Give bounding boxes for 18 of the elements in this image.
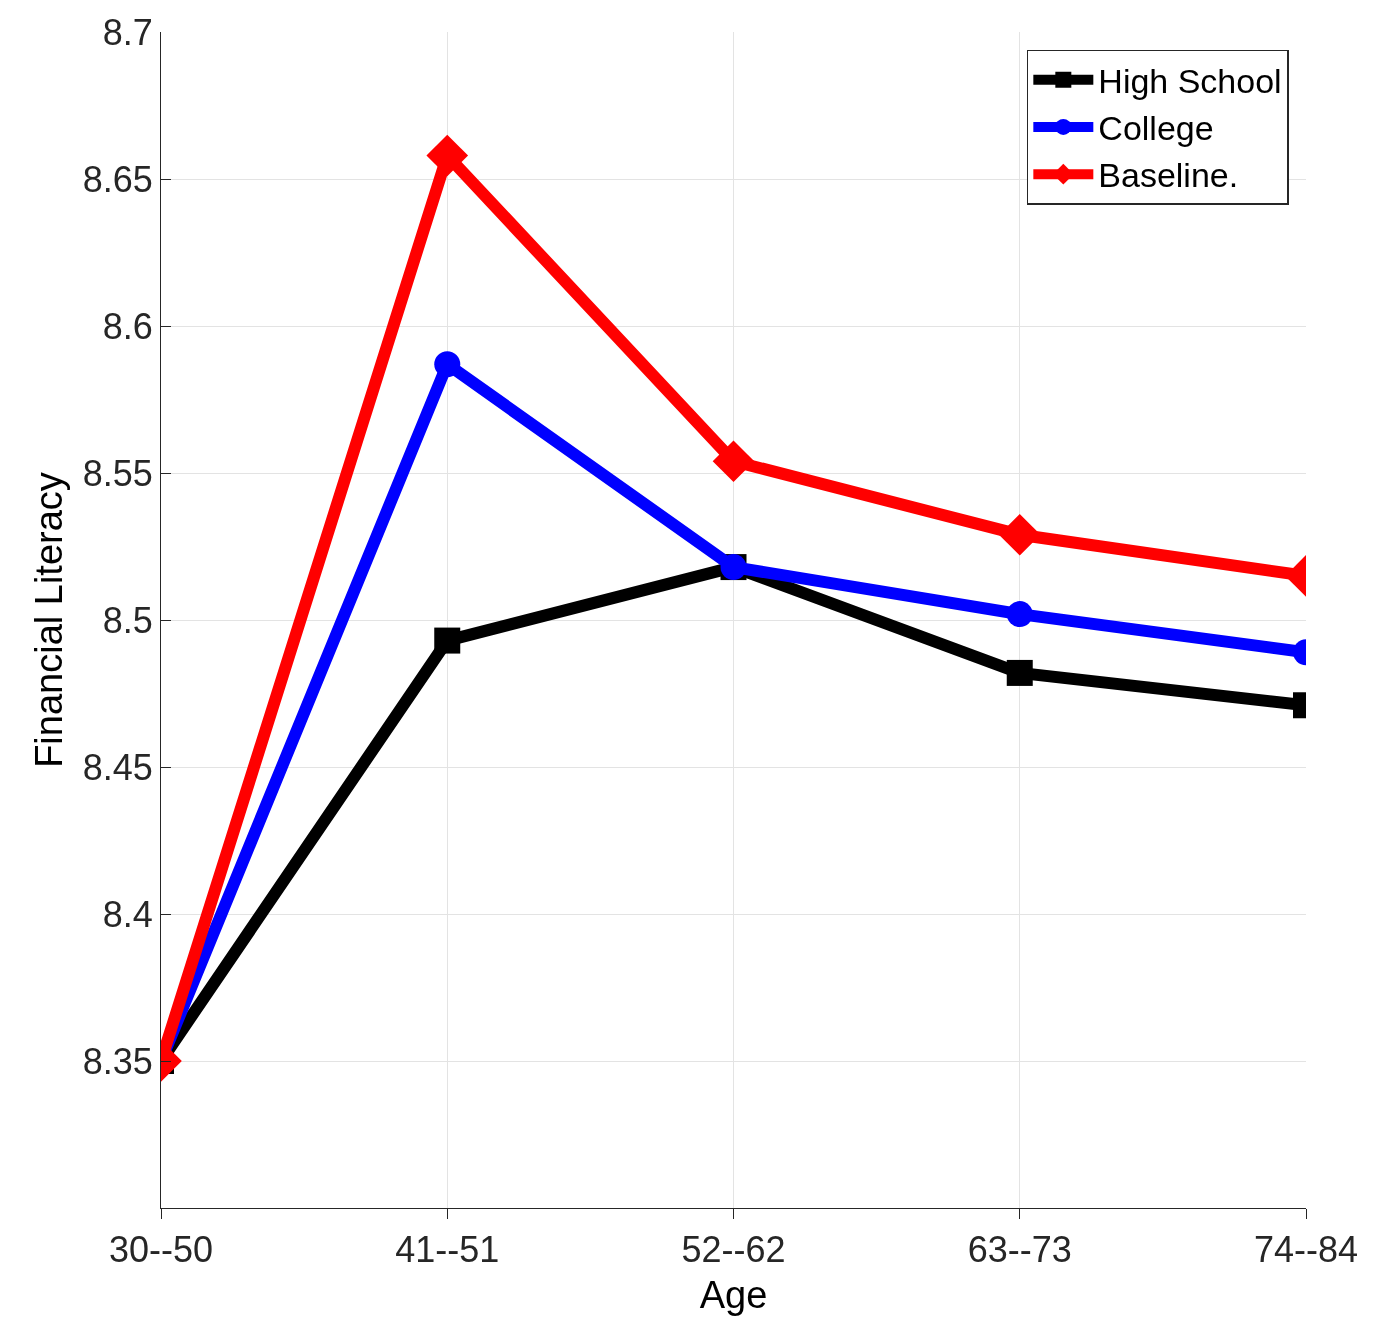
legend-label: College bbox=[1098, 109, 1214, 148]
y-tick-label: 8.6 bbox=[102, 305, 153, 347]
y-tick-label: 8.65 bbox=[82, 158, 153, 200]
y-tick-label: 8.4 bbox=[102, 893, 153, 935]
y-tick-label: 8.35 bbox=[82, 1040, 153, 1082]
x-tick-label: 30--50 bbox=[108, 1229, 214, 1271]
y-tick-label: 8.7 bbox=[102, 11, 153, 53]
x-tick-label: 52--62 bbox=[681, 1229, 786, 1271]
legend-label: High School bbox=[1098, 62, 1282, 100]
x-tick-label: 41--51 bbox=[395, 1229, 500, 1271]
y-tick-label: 8.55 bbox=[82, 452, 153, 494]
x-tick-label: 74--84 bbox=[1253, 1229, 1359, 1271]
legend-label: Baseline. bbox=[1098, 156, 1239, 195]
y-tick-label: 8.5 bbox=[102, 599, 153, 641]
y-tick-label: 8.45 bbox=[82, 746, 153, 788]
y-axis-title: Financial Literacy bbox=[27, 472, 70, 768]
x-tick-label: 63--73 bbox=[967, 1229, 1072, 1271]
x-axis-title: Age bbox=[699, 1274, 768, 1317]
